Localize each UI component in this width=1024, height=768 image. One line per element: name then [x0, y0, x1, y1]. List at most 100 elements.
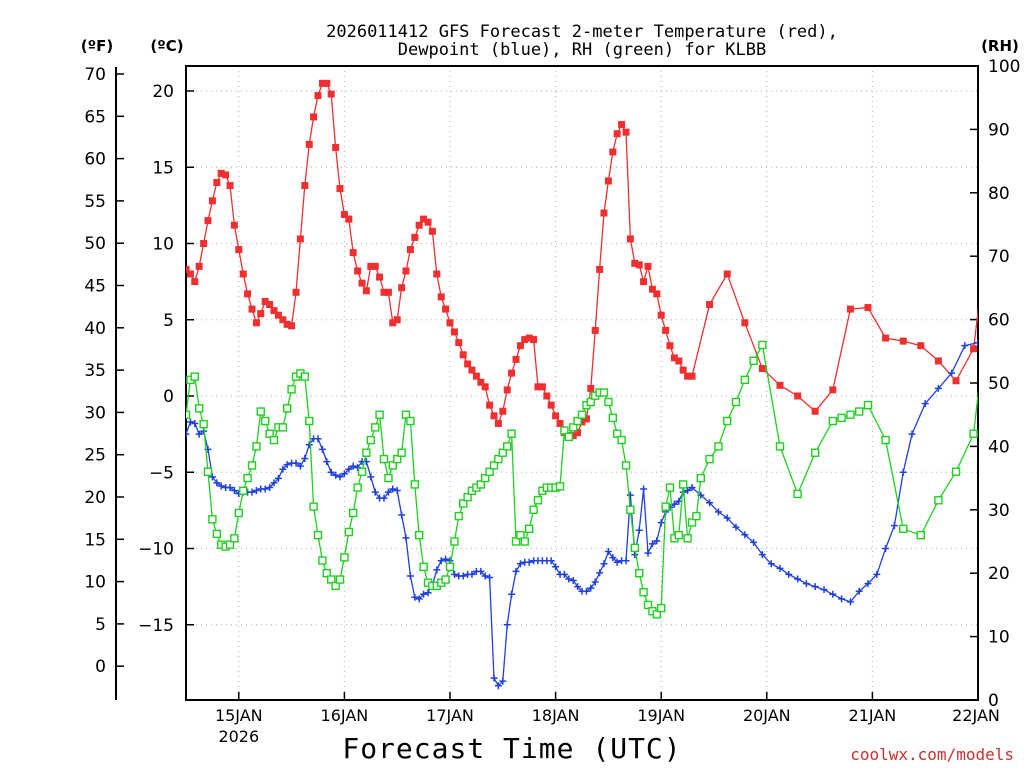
temperature-point: [618, 121, 626, 129]
temperature-point: [864, 304, 872, 312]
temperature-point: [613, 130, 621, 138]
dewpoint-point: [723, 514, 731, 522]
rh-point: [234, 508, 244, 518]
rh-tick-label: 50: [988, 374, 1010, 394]
dewpoint-point: [349, 462, 357, 470]
rh-point: [626, 505, 635, 514]
rh-point: [379, 454, 389, 464]
rh-point: [282, 404, 292, 413]
dewpoint-point: [371, 488, 379, 496]
dewpoint-point: [574, 583, 582, 591]
rh-point: [384, 473, 393, 483]
rh-point: [459, 499, 468, 508]
dewpoint-point: [587, 584, 595, 592]
rh-point: [749, 356, 758, 366]
dewpoint-point: [758, 551, 766, 559]
temperature-point: [622, 128, 630, 136]
data-series: [186, 79, 1012, 690]
rh-point: [450, 537, 459, 546]
rh-point: [357, 467, 367, 476]
celsius-tick-label: −10: [138, 540, 174, 560]
source-credit[interactable]: coolwx.com/models: [850, 745, 1014, 764]
temperature-point: [582, 415, 590, 423]
temperature-point: [433, 270, 441, 278]
rh-point: [657, 603, 666, 613]
temperature-point: [358, 279, 366, 287]
temperature-point: [235, 246, 243, 254]
fahrenheit-tick-label: 20: [84, 488, 106, 508]
rh-point: [388, 461, 397, 470]
dewpoint-point: [384, 488, 392, 496]
temperature-point: [512, 355, 520, 363]
dewpoint-point: [811, 583, 819, 591]
temperature-point: [244, 290, 252, 298]
rh-point: [529, 505, 538, 514]
rh-point: [740, 375, 750, 385]
rh-tick-label: 0: [988, 691, 999, 711]
dewpoint-point: [820, 586, 828, 594]
temperature-point: [846, 305, 854, 313]
dewpoint-point: [657, 519, 665, 527]
rh-point: [199, 420, 208, 429]
dewpoint-point: [292, 459, 300, 467]
temperature-point: [1005, 110, 1012, 117]
rh-point: [252, 442, 261, 451]
temperature-point: [631, 259, 639, 267]
dewpoint-point: [750, 538, 758, 546]
rh-point: [239, 486, 248, 495]
celsius-tick-label: −15: [138, 616, 174, 636]
dewpoint-point: [785, 570, 793, 578]
temperature-point: [644, 262, 652, 270]
dewpoint-point: [921, 400, 929, 408]
fahrenheit-tick-label: 50: [84, 234, 106, 254]
rh-point: [621, 461, 631, 470]
dewpoint-point: [230, 487, 238, 495]
time-axis: 15JAN 16JAN 17JAN 18JAN 19JAN 20JAN 21JAN 22JAN…: [215, 692, 1000, 746]
temperature-point: [776, 381, 784, 389]
rh-point: [265, 429, 274, 438]
rh-point: [419, 562, 428, 572]
temperature-point: [455, 339, 463, 347]
rh-point: [393, 454, 402, 464]
fahrenheit-tick-label: 5: [95, 615, 106, 635]
temperature-point: [468, 366, 476, 374]
dewpoint-point: [217, 482, 225, 490]
temperature-point: [398, 284, 406, 292]
rh-point: [969, 429, 978, 438]
dewpoint-point: [274, 474, 282, 482]
dewpoint-point: [631, 551, 639, 559]
rh-point: [305, 416, 314, 426]
rh-point: [300, 372, 309, 381]
temperature-point: [252, 319, 260, 327]
temperature-point: [318, 79, 326, 87]
temperature-point: [296, 235, 304, 243]
rh-point: [731, 397, 741, 407]
temperature-point: [213, 179, 221, 186]
rh-point: [261, 416, 270, 426]
time-tick-label: 21JAN: [849, 706, 897, 725]
temperature-point: [305, 140, 313, 148]
temperature-point: [530, 336, 538, 344]
rh-point: [705, 454, 714, 464]
rh-point: [687, 518, 697, 527]
rh-point: [401, 410, 411, 419]
rh-point: [899, 524, 908, 534]
temperature-point: [794, 392, 802, 400]
celsius-tick-label: 0: [163, 387, 174, 407]
temperature-point: [420, 215, 428, 223]
dewpoint-point: [569, 577, 577, 585]
rh-point: [577, 410, 587, 419]
rh-point: [353, 483, 362, 492]
dewpoint-point: [516, 560, 524, 568]
temperature-point: [314, 92, 322, 100]
rh-point: [881, 435, 890, 445]
dewpoint-point: [890, 522, 898, 530]
dewpoint-point: [283, 461, 291, 469]
dewpoint-point: [741, 531, 749, 539]
dewpoint-point: [525, 558, 533, 566]
rh-point: [569, 423, 578, 432]
dewpoint-point: [640, 485, 648, 493]
rh-point: [340, 553, 349, 562]
rh-point: [503, 442, 512, 451]
rh-point: [511, 537, 521, 546]
